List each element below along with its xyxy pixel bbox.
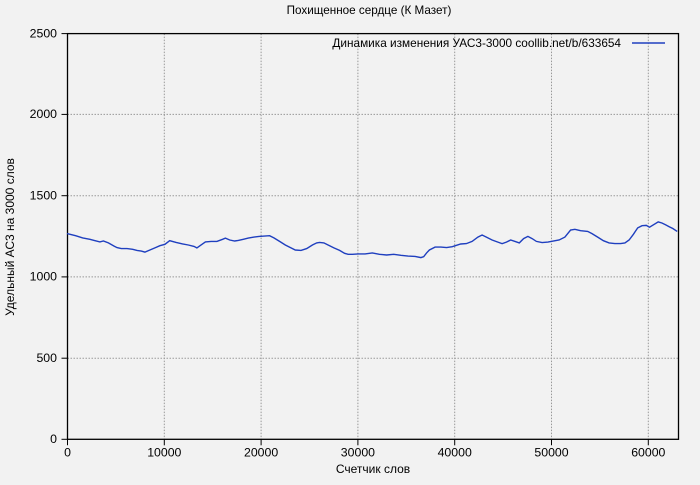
svg-text:1500: 1500 xyxy=(30,188,58,202)
svg-text:40000: 40000 xyxy=(438,446,472,460)
svg-text:Удельный АС3 на 3000 слов: Удельный АС3 на 3000 слов xyxy=(3,158,17,316)
svg-text:50000: 50000 xyxy=(534,446,568,460)
svg-text:10000: 10000 xyxy=(147,446,181,460)
svg-text:60000: 60000 xyxy=(631,446,665,460)
svg-text:Счетчик слов: Счетчик слов xyxy=(336,462,410,476)
svg-text:30000: 30000 xyxy=(341,446,375,460)
svg-text:0: 0 xyxy=(64,446,71,460)
svg-text:0: 0 xyxy=(50,432,57,446)
svg-text:Похищенное сердце (К Мазет): Похищенное сердце (К Мазет) xyxy=(287,4,452,17)
svg-text:2000: 2000 xyxy=(30,107,58,121)
svg-text:500: 500 xyxy=(36,351,57,365)
svg-text:1000: 1000 xyxy=(30,270,58,284)
svg-text:20000: 20000 xyxy=(244,446,278,460)
svg-text:2500: 2500 xyxy=(30,26,58,40)
svg-text:Динамика изменения УАС3-3000 c: Динамика изменения УАС3-3000 coollib.net… xyxy=(332,36,621,50)
